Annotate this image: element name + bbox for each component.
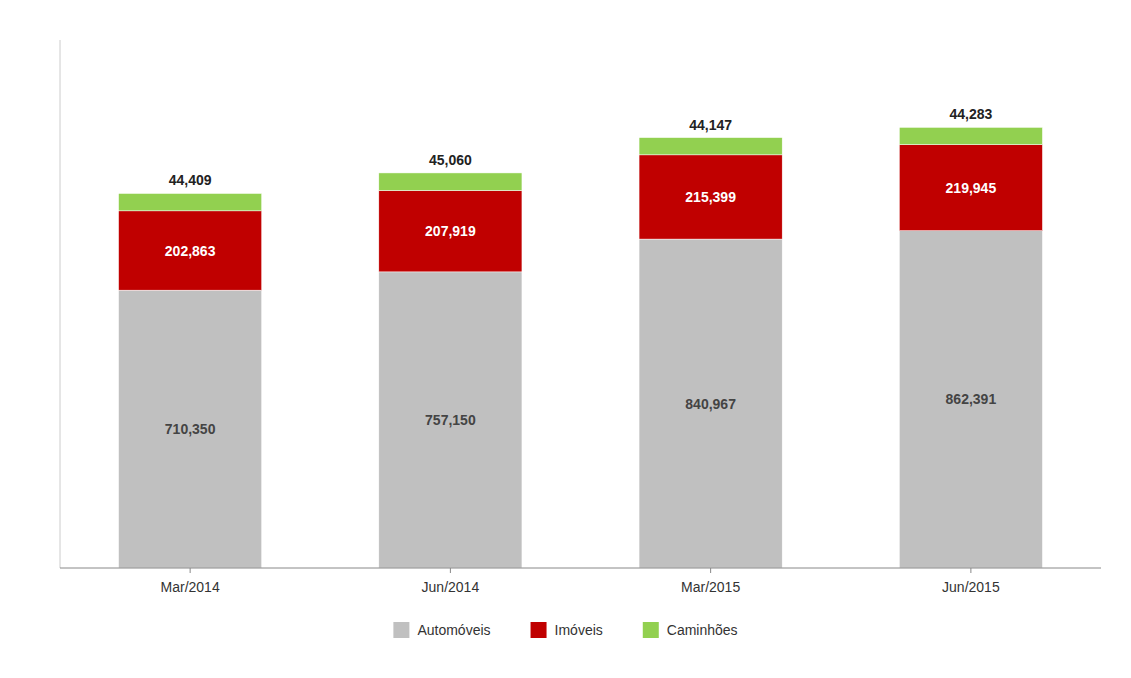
x-tick-label: Jun/2014 [422, 579, 480, 595]
data-label: 202,863 [165, 243, 216, 259]
data-label: 45,060 [429, 152, 472, 168]
data-label: 44,283 [949, 106, 992, 122]
data-label: 44,147 [689, 117, 732, 133]
data-label: 219,945 [946, 180, 997, 196]
y-axis-line [60, 40, 61, 568]
x-tick [710, 568, 711, 573]
legend: Automóveis Imóveis Caminhões [393, 622, 737, 638]
bar-segment [379, 191, 522, 272]
legend-item: Caminhões [643, 622, 738, 638]
legend-label: Automóveis [417, 622, 490, 638]
legend-item: Imóveis [531, 622, 603, 638]
bar-segment [899, 127, 1042, 144]
data-label: 840,967 [685, 396, 736, 412]
data-label: 710,350 [165, 421, 216, 437]
legend-item: Automóveis [393, 622, 490, 638]
legend-swatch [643, 622, 659, 638]
legend-swatch [393, 622, 409, 638]
bars [119, 127, 1043, 568]
bar-segment [899, 145, 1042, 231]
data-label: 207,919 [425, 223, 476, 239]
chart-container: 710,350 757,150 840,967 862,391 202,863 207,9… [0, 0, 1131, 678]
x-tick [970, 568, 971, 573]
chart: 710,350 757,150 840,967 862,391 202,863 207,9… [0, 0, 1131, 678]
legend-label: Imóveis [555, 622, 603, 638]
legend-swatch [531, 622, 547, 638]
data-label: 215,399 [685, 189, 736, 205]
x-tick-label: Mar/2015 [681, 579, 740, 595]
data-label: 757,150 [425, 412, 476, 428]
bar-segment [899, 231, 1042, 568]
x-tick-label: Jun/2015 [942, 579, 1000, 595]
x-tick-label: Mar/2014 [161, 579, 220, 595]
data-labels: 710,350 757,150 840,967 862,391 202,863 207,9… [165, 106, 997, 437]
bar-segment [119, 193, 262, 210]
bar-segment [119, 211, 262, 290]
bar-segment [379, 173, 522, 191]
x-tick [190, 568, 191, 573]
bar-segment [639, 239, 782, 568]
bar-segment [639, 155, 782, 239]
data-label: 44,409 [169, 172, 212, 188]
bar-segment [639, 138, 782, 155]
legend-label: Caminhões [667, 622, 738, 638]
x-tick [450, 568, 451, 573]
bar-segment [119, 290, 262, 568]
data-label: 862,391 [946, 391, 997, 407]
bar-segment [379, 272, 522, 568]
x-axis-line [60, 568, 1101, 569]
